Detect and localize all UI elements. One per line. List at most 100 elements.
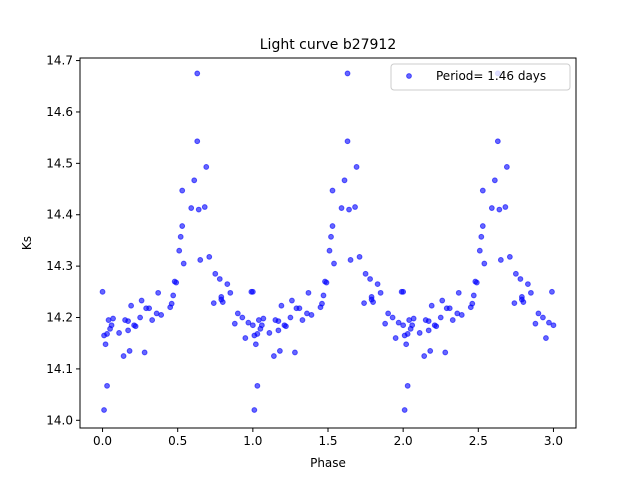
- y-axis-label: Ks: [20, 236, 34, 250]
- data-point: [254, 382, 261, 389]
- data-point: [326, 247, 333, 254]
- y-tick-label: 14.1: [46, 362, 73, 376]
- data-point: [296, 305, 303, 312]
- data-point: [331, 260, 337, 267]
- data-point: [401, 407, 408, 413]
- data-point: [404, 382, 411, 389]
- data-point: [320, 292, 327, 299]
- data-point: [277, 348, 283, 354]
- data-point: [473, 279, 480, 286]
- x-axis-ticks: 0.0 0.5 1.0 1.5 2.0 2.5 3.0: [93, 428, 563, 448]
- data-point: [216, 276, 223, 282]
- data-point: [532, 320, 539, 327]
- data-point: [194, 70, 201, 77]
- data-point: [437, 314, 444, 321]
- data-point: [252, 341, 259, 348]
- data-point: [251, 407, 258, 413]
- data-point: [245, 319, 252, 326]
- x-tick-label: 0.0: [93, 434, 112, 448]
- data-point: [400, 288, 407, 295]
- data-point: [266, 330, 273, 336]
- data-point: [455, 289, 462, 296]
- data-point: [328, 233, 334, 240]
- data-point: [543, 335, 549, 341]
- data-point: [389, 314, 396, 321]
- data-point: [170, 292, 177, 299]
- data-point: [249, 322, 256, 329]
- data-point: [347, 257, 354, 263]
- data-point: [179, 187, 186, 194]
- data-point: [525, 281, 531, 288]
- data-point: [410, 315, 417, 322]
- data-point: [239, 314, 246, 321]
- data-point: [329, 187, 336, 194]
- data-point: [99, 288, 106, 295]
- data-point: [195, 206, 202, 213]
- data-point: [308, 312, 315, 318]
- data-point: [177, 233, 184, 240]
- legend-marker: [406, 73, 412, 79]
- data-point: [260, 315, 267, 322]
- data-point: [292, 349, 298, 356]
- data-point: [180, 260, 187, 267]
- data-point: [141, 349, 148, 356]
- data-point: [104, 331, 110, 337]
- data-point: [439, 297, 446, 304]
- data-point: [449, 317, 456, 323]
- data-points: [99, 70, 557, 413]
- data-point: [479, 223, 486, 229]
- data-point: [476, 247, 483, 254]
- legend: Period= 1.46 days: [390, 63, 571, 91]
- data-point: [128, 302, 135, 309]
- data-point: [219, 299, 226, 306]
- data-point: [242, 335, 249, 341]
- data-point: [116, 330, 122, 336]
- y-tick-label: 14.7: [46, 54, 73, 68]
- data-point: [416, 330, 423, 336]
- data-point: [470, 292, 477, 299]
- data-point: [299, 317, 306, 323]
- data-point: [323, 279, 330, 286]
- x-tick-label: 0.5: [168, 434, 187, 448]
- data-point: [458, 312, 465, 318]
- data-point: [535, 310, 542, 317]
- data-point: [528, 289, 534, 296]
- data-point: [210, 300, 217, 307]
- data-point: [428, 302, 435, 309]
- data-point: [278, 302, 285, 309]
- data-point: [491, 177, 498, 184]
- data-point: [550, 322, 557, 329]
- data-point: [101, 407, 107, 413]
- data-point: [433, 323, 440, 330]
- data-point: [254, 331, 261, 337]
- data-point: [234, 310, 241, 317]
- data-point: [403, 341, 410, 348]
- data-point: [270, 353, 277, 359]
- data-point: [356, 253, 363, 260]
- y-tick-label: 14.0: [46, 413, 73, 427]
- data-point: [511, 300, 518, 307]
- data-point: [469, 300, 476, 307]
- data-point: [421, 353, 428, 359]
- data-point: [382, 320, 389, 327]
- x-tick-label: 1.5: [318, 434, 337, 448]
- data-point: [176, 247, 183, 254]
- data-point: [108, 322, 115, 329]
- data-point: [102, 341, 109, 348]
- x-tick-label: 3.0: [544, 434, 563, 448]
- data-point: [126, 348, 133, 354]
- data-point: [497, 257, 504, 263]
- data-point: [289, 297, 295, 304]
- data-point: [488, 205, 495, 211]
- data-point: [442, 349, 449, 356]
- data-point: [168, 300, 175, 307]
- x-axis-label: Phase: [310, 456, 346, 470]
- data-point: [197, 257, 204, 263]
- data-point: [344, 70, 351, 77]
- chart-title: Light curve b27912: [260, 37, 397, 53]
- data-point: [517, 276, 524, 282]
- data-point: [224, 281, 231, 288]
- data-point: [392, 335, 399, 341]
- data-point: [155, 289, 162, 296]
- data-point: [512, 270, 519, 277]
